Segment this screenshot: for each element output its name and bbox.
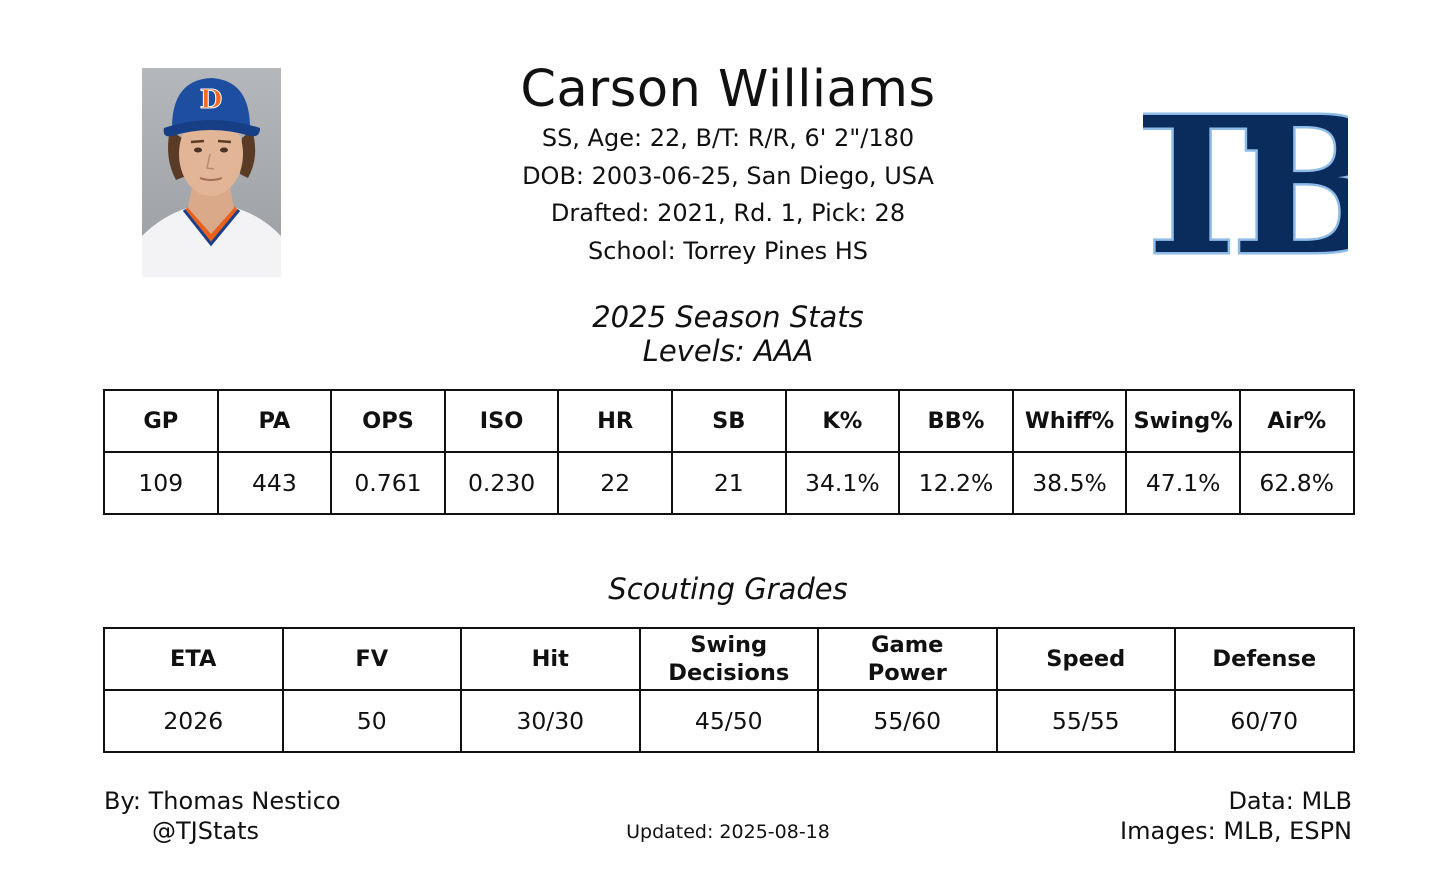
grades-value-cell: 2026 — [103, 689, 284, 753]
grades-header-cell: Game Power — [817, 627, 998, 691]
grades-header-cell: ETA — [103, 627, 284, 691]
stats-value-cell: 34.1% — [784, 451, 901, 515]
stats-value-cell: 38.5% — [1011, 451, 1128, 515]
player-header: Carson Williams SS, Age: 22, B/T: R/R, 6… — [428, 60, 1028, 270]
bio-line: SS, Age: 22, B/T: R/R, 6' 2"/180 — [541, 124, 915, 152]
player-name: Carson Williams — [520, 60, 936, 119]
stats-header-cell: Air% — [1238, 389, 1355, 453]
draft-line: Drafted: 2021, Rd. 1, Pick: 28 — [550, 199, 906, 227]
grades-header-cell: Defense — [1174, 627, 1355, 691]
stats-value-cell: 22 — [557, 451, 673, 515]
author-name: By: Thomas Nestico — [104, 787, 341, 815]
team-logo: TB ™ — [1143, 82, 1348, 264]
stats-header-cell: K% — [784, 389, 901, 453]
stats-header-cell: GP — [103, 389, 219, 453]
scouting-grades-table: ETA FV Hit Swing Decisions Game Power Speed Defe… — [103, 627, 1355, 753]
stats-value-cell: 0.761 — [330, 451, 446, 515]
season-heading: 2025 Season Stats Levels: AAA — [428, 300, 1028, 368]
stats-header-cell: Whiff% — [1011, 389, 1128, 453]
season-stats-table: GP PA OPS ISO HR SB K% BB% Whiff% Swing% Air% 109 4… — [103, 389, 1355, 515]
stats-header-cell: HR — [557, 389, 673, 453]
grades-value-cell: 45/50 — [638, 689, 819, 753]
season-levels: Levels: AAA — [642, 334, 814, 368]
stats-value-row: 109 443 0.761 0.230 22 21 34.1% 12.2% 38.5% 47.1%… — [103, 451, 1355, 515]
team-logo-text: TB — [1143, 82, 1348, 264]
stats-value-cell: 12.2% — [898, 451, 1014, 515]
stats-header-cell: PA — [216, 389, 333, 453]
author-handle: @TJStats — [152, 817, 260, 845]
stats-value-cell: 21 — [670, 451, 787, 515]
cap-logo-text: D — [200, 85, 223, 115]
grades-value-cell: 30/30 — [460, 689, 641, 753]
stats-value-cell: 0.230 — [443, 451, 560, 515]
source-credits: Data: MLB Images: MLB, ESPN — [1120, 786, 1352, 846]
grades-header-cell: Hit — [460, 627, 641, 691]
dob-line: DOB: 2003-06-25, San Diego, USA — [522, 161, 934, 190]
grades-value-cell: 50 — [281, 689, 462, 753]
grades-value-row: 2026 50 30/30 45/50 55/60 55/55 60/70 — [103, 689, 1355, 753]
stats-header-row: GP PA OPS ISO HR SB K% BB% Whiff% Swing% Air% — [103, 389, 1355, 453]
stats-header-cell: SB — [670, 389, 787, 453]
stats-value-cell: 47.1% — [1125, 451, 1241, 515]
scouting-title: Scouting Grades — [608, 572, 848, 606]
season-title: 2025 Season Stats — [592, 300, 864, 334]
author-credit: By: Thomas Nestico @TJStats — [104, 786, 341, 846]
updated-date: Updated: 2025-08-18 — [626, 821, 830, 843]
grades-value-cell: 55/60 — [817, 689, 998, 753]
stats-value-cell: 443 — [216, 451, 333, 515]
images-source: Images: MLB, ESPN — [1119, 817, 1352, 845]
trademark-mark: ™ — [1327, 243, 1336, 253]
grades-value-cell: 55/55 — [995, 689, 1176, 753]
grades-header-row: ETA FV Hit Swing Decisions Game Power Speed Defe… — [103, 627, 1355, 691]
stats-header-cell: BB% — [898, 389, 1014, 453]
grades-value-cell: 60/70 — [1174, 689, 1355, 753]
stats-header-cell: Swing% — [1125, 389, 1241, 453]
stats-header-cell: ISO — [443, 389, 560, 453]
stats-value-cell: 62.8% — [1238, 451, 1355, 515]
data-source: Data: MLB — [1228, 787, 1352, 815]
player-photo: D — [142, 68, 281, 277]
grades-header-cell: Swing Decisions — [638, 627, 819, 691]
school-line: School: Torrey Pines HS — [587, 236, 869, 265]
stats-value-cell: 109 — [103, 451, 219, 515]
grades-header-cell: FV — [281, 627, 462, 691]
stats-header-cell: OPS — [330, 389, 446, 453]
grades-header-cell: Speed — [995, 627, 1176, 691]
